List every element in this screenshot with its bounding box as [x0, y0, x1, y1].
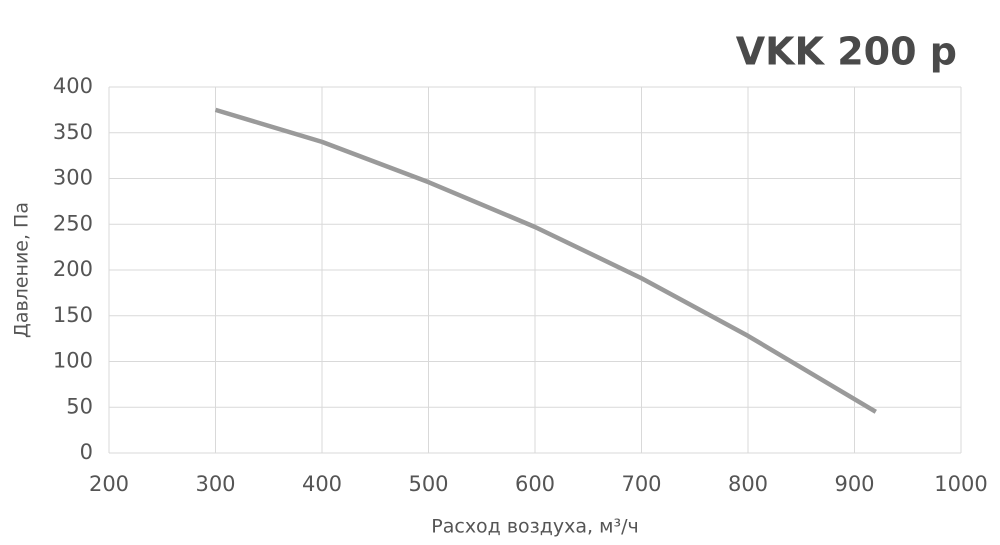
- curve: [214, 107, 877, 414]
- x-tick-label: 600: [515, 472, 555, 496]
- y-tick-label: 200: [53, 257, 93, 281]
- x-tick-label: 500: [408, 472, 448, 496]
- x-tick-label: 400: [302, 472, 342, 496]
- x-tick-label: 300: [195, 472, 235, 496]
- y-tick-label: 250: [53, 211, 93, 235]
- y-tick-label: 400: [53, 74, 93, 98]
- x-axis-label: Расход воздуха, м³/ч: [431, 516, 638, 538]
- y-tick-label: 300: [53, 166, 93, 190]
- y-tick-label: 350: [53, 120, 93, 144]
- x-tick-label: 200: [89, 472, 129, 496]
- chart-title: VKK 200 p: [736, 30, 957, 74]
- x-tick-label: 800: [728, 472, 768, 496]
- y-tick-label: 50: [66, 394, 93, 418]
- y-tick-label: 0: [80, 440, 93, 464]
- y-axis-label: Давление, Па: [11, 202, 33, 338]
- x-tick-label: 1000: [934, 472, 987, 496]
- y-tick-label: 100: [53, 349, 93, 373]
- x-tick-label: 700: [621, 472, 661, 496]
- y-tick-label: 150: [53, 303, 93, 327]
- x-tick-label: 900: [834, 472, 874, 496]
